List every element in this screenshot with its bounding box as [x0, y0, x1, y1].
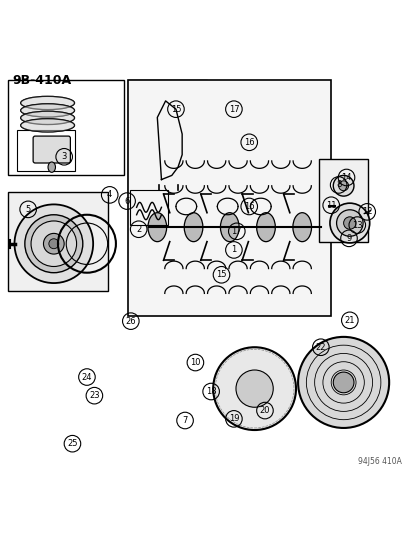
Ellipse shape: [21, 111, 74, 125]
Text: 6: 6: [124, 197, 129, 206]
Text: 16: 16: [243, 202, 254, 211]
Circle shape: [213, 347, 295, 430]
Polygon shape: [155, 180, 182, 186]
Circle shape: [49, 239, 59, 249]
Circle shape: [336, 210, 362, 236]
Text: 2: 2: [136, 225, 141, 234]
Text: 15: 15: [170, 104, 181, 114]
Text: 23: 23: [89, 391, 100, 400]
FancyBboxPatch shape: [128, 80, 330, 316]
Text: 9: 9: [346, 234, 351, 243]
Circle shape: [329, 203, 369, 243]
Text: 7: 7: [182, 416, 187, 425]
Text: 13: 13: [351, 221, 362, 230]
Circle shape: [235, 370, 273, 407]
Text: 19: 19: [228, 414, 239, 423]
Text: 9B-410A: 9B-410A: [12, 74, 71, 87]
Ellipse shape: [21, 119, 74, 132]
Circle shape: [343, 217, 355, 229]
FancyBboxPatch shape: [33, 136, 70, 163]
Ellipse shape: [292, 213, 311, 241]
Text: 14: 14: [340, 173, 351, 182]
Ellipse shape: [148, 213, 166, 241]
Text: 17: 17: [231, 227, 242, 236]
Text: 25: 25: [67, 439, 78, 448]
Text: 4: 4: [107, 190, 112, 199]
Text: 8: 8: [335, 181, 340, 189]
Circle shape: [43, 233, 64, 254]
Circle shape: [297, 337, 388, 428]
Circle shape: [25, 215, 83, 273]
Text: 22: 22: [315, 343, 325, 352]
Text: 21: 21: [344, 316, 354, 325]
Text: 24: 24: [81, 373, 92, 382]
Text: 1: 1: [231, 245, 236, 254]
FancyBboxPatch shape: [8, 192, 107, 292]
Text: 94J56 410A: 94J56 410A: [357, 457, 401, 466]
Text: 26: 26: [125, 317, 136, 326]
Ellipse shape: [21, 104, 74, 117]
Text: 17: 17: [228, 104, 239, 114]
Text: 20: 20: [259, 406, 270, 415]
Text: 3: 3: [62, 152, 66, 161]
Circle shape: [332, 175, 353, 196]
Text: 12: 12: [361, 207, 372, 216]
Text: 11: 11: [325, 201, 336, 209]
Ellipse shape: [184, 213, 202, 241]
Text: 15: 15: [216, 270, 226, 279]
Circle shape: [31, 221, 76, 266]
Ellipse shape: [220, 213, 239, 241]
Ellipse shape: [48, 162, 55, 172]
Ellipse shape: [256, 213, 275, 241]
Text: 16: 16: [243, 138, 254, 147]
Ellipse shape: [21, 96, 74, 110]
Text: 5: 5: [26, 205, 31, 214]
Text: 18: 18: [205, 387, 216, 396]
Text: 10: 10: [190, 358, 200, 367]
Circle shape: [338, 181, 348, 191]
Circle shape: [332, 372, 353, 393]
Circle shape: [14, 204, 93, 283]
FancyBboxPatch shape: [318, 159, 368, 241]
